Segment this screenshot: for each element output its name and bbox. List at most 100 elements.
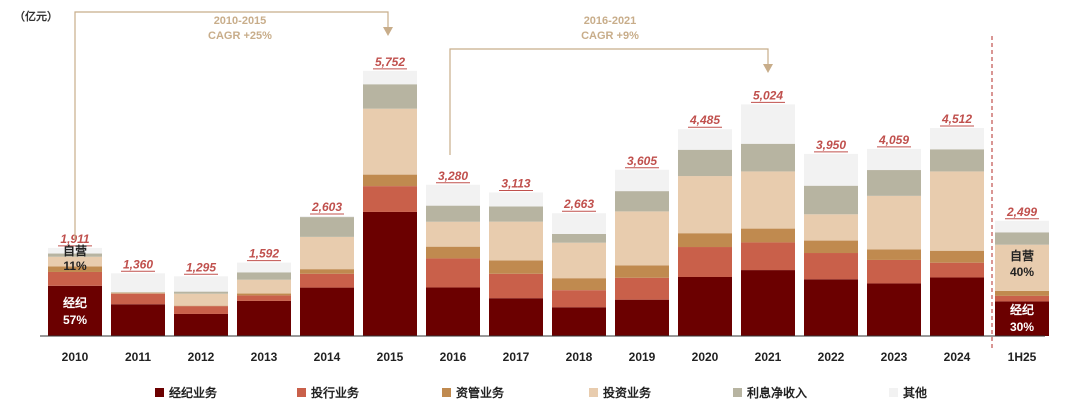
bar-2017-series-3: [489, 221, 543, 261]
bar-2016-series-3: [426, 221, 480, 247]
bar-2012-series-4: [174, 291, 228, 294]
x-tick-2015: 2015: [377, 350, 404, 364]
bar-2024-series-2: [930, 250, 984, 263]
bar-2019-series-0: [615, 299, 669, 336]
bar-2019-series-5: [615, 169, 669, 192]
bar-2017-series-5: [489, 192, 543, 207]
bar-2015-series-0: [363, 211, 417, 336]
bar-2023-series-4: [867, 170, 921, 196]
bar-2015-series-4: [363, 84, 417, 109]
bar-1H25-series-0: [995, 301, 1049, 336]
bar-2023-series-2: [867, 249, 921, 260]
legend-label-4: 利息净收入: [747, 385, 807, 400]
bar-1H25-series-1: [995, 295, 1049, 302]
cagr-period-1: 2010-2015: [214, 15, 267, 27]
bar-2019-series-1: [615, 277, 669, 300]
legend-label-3: 投资业务: [603, 385, 652, 400]
bar-2021-series-2: [741, 228, 795, 243]
bar-2022-series-5: [804, 153, 858, 186]
x-tick-2024: 2024: [944, 350, 971, 364]
bar-2014-series-4: [300, 217, 354, 237]
x-tick-2020: 2020: [692, 350, 719, 364]
bar-2013-series-5: [237, 262, 291, 273]
total-label-2011: 1,360: [123, 257, 153, 271]
bar-2014-series-3: [300, 236, 354, 270]
bar-2016-series-1: [426, 258, 480, 288]
bar-2011-series-0: [111, 304, 165, 336]
bar-2024-series-4: [930, 149, 984, 172]
legend-swatch-0: [155, 388, 164, 397]
total-label-2014: 2,603: [311, 200, 342, 214]
bar-2013-series-0: [237, 300, 291, 336]
cagr-bracket-2016-2021: 2016-2021 CAGR +9%: [449, 15, 773, 155]
bar-2023-series-0: [867, 283, 921, 336]
cagr-arrow-2: [763, 64, 773, 73]
total-label-2021: 5,024: [753, 88, 783, 102]
bar-2011-series-5: [111, 273, 165, 293]
bar-2011-series-1: [111, 293, 165, 305]
bar-1H25-series-5: [995, 220, 1049, 233]
bar-2022-series-0: [804, 279, 858, 336]
bar-2020-series-1: [678, 247, 732, 277]
bar-2013-series-4: [237, 272, 291, 280]
bar-2020-series-2: [678, 233, 732, 248]
bar-2024-series-5: [930, 127, 984, 150]
legend-swatch-5: [889, 388, 898, 397]
bar-2023-series-1: [867, 259, 921, 284]
bar-2022-series-4: [804, 185, 858, 215]
bar-2010-series-4: [48, 253, 102, 257]
legend-label-1: 投行业务: [311, 385, 360, 400]
legend-label-0: 经纪业务: [169, 385, 218, 400]
bar-2021-series-3: [741, 171, 795, 229]
bar-2019-series-2: [615, 265, 669, 278]
cagr-value-2: CAGR +9%: [581, 30, 639, 42]
bar-2017-series-1: [489, 273, 543, 299]
bar-2019-series-4: [615, 191, 669, 212]
annot-1h25-bottom-label: 经纪: [1010, 302, 1034, 317]
legend-swatch-4: [733, 388, 742, 397]
bar-1H25-series-4: [995, 232, 1049, 245]
total-label-2018: 2,663: [563, 197, 594, 211]
bar-2015-series-5: [363, 70, 417, 85]
annot-2010-top-label: 自营: [63, 243, 87, 258]
bar-2020-series-3: [678, 176, 732, 234]
x-tick-2021: 2021: [755, 350, 782, 364]
x-tick-2010: 2010: [62, 350, 89, 364]
bar-2010-series-2: [48, 266, 102, 272]
total-label-2024: 4,512: [941, 112, 972, 126]
bar-2021-series-4: [741, 143, 795, 172]
bar-2018-series-0: [552, 307, 606, 336]
cagr-bracket-2010-2015: 2010-2015 CAGR +25%: [74, 11, 393, 240]
x-tick-2018: 2018: [566, 350, 593, 364]
bar-2010-series-3: [48, 256, 102, 267]
bar-2018-series-3: [552, 242, 606, 279]
total-label-2016: 3,280: [438, 169, 468, 183]
unit-label: （亿元）: [14, 9, 58, 23]
bar-2016-series-0: [426, 287, 480, 336]
x-tick-2012: 2012: [188, 350, 215, 364]
bar-2011-series-3: [111, 292, 165, 294]
bar-2022-series-1: [804, 253, 858, 280]
bar-2014-series-2: [300, 269, 354, 274]
bar-2012-series-0: [174, 313, 228, 336]
bar-2016-series-5: [426, 184, 480, 206]
bar-2013-series-2: [237, 293, 291, 296]
x-tick-2017: 2017: [503, 350, 530, 364]
bar-2024-series-3: [930, 171, 984, 251]
total-label-2012: 1,295: [186, 260, 216, 274]
total-label-2023: 4,059: [878, 133, 909, 147]
bar-2024-series-1: [930, 262, 984, 278]
bar-2012-series-1: [174, 306, 228, 314]
annot-1h25-bottom-pct: 30%: [1010, 320, 1034, 334]
x-tick-2022: 2022: [818, 350, 845, 364]
bar-2021-series-1: [741, 242, 795, 271]
annot-2010-bottom-label: 经纪: [63, 295, 87, 310]
bar-2014-series-1: [300, 273, 354, 288]
bar-2014-series-5: [300, 216, 354, 218]
bar-annotations: 自营 11% 经纪 57% 自营 40% 经纪 30%: [63, 243, 1034, 334]
bar-2016-series-4: [426, 205, 480, 222]
bar-2020-series-5: [678, 129, 732, 150]
